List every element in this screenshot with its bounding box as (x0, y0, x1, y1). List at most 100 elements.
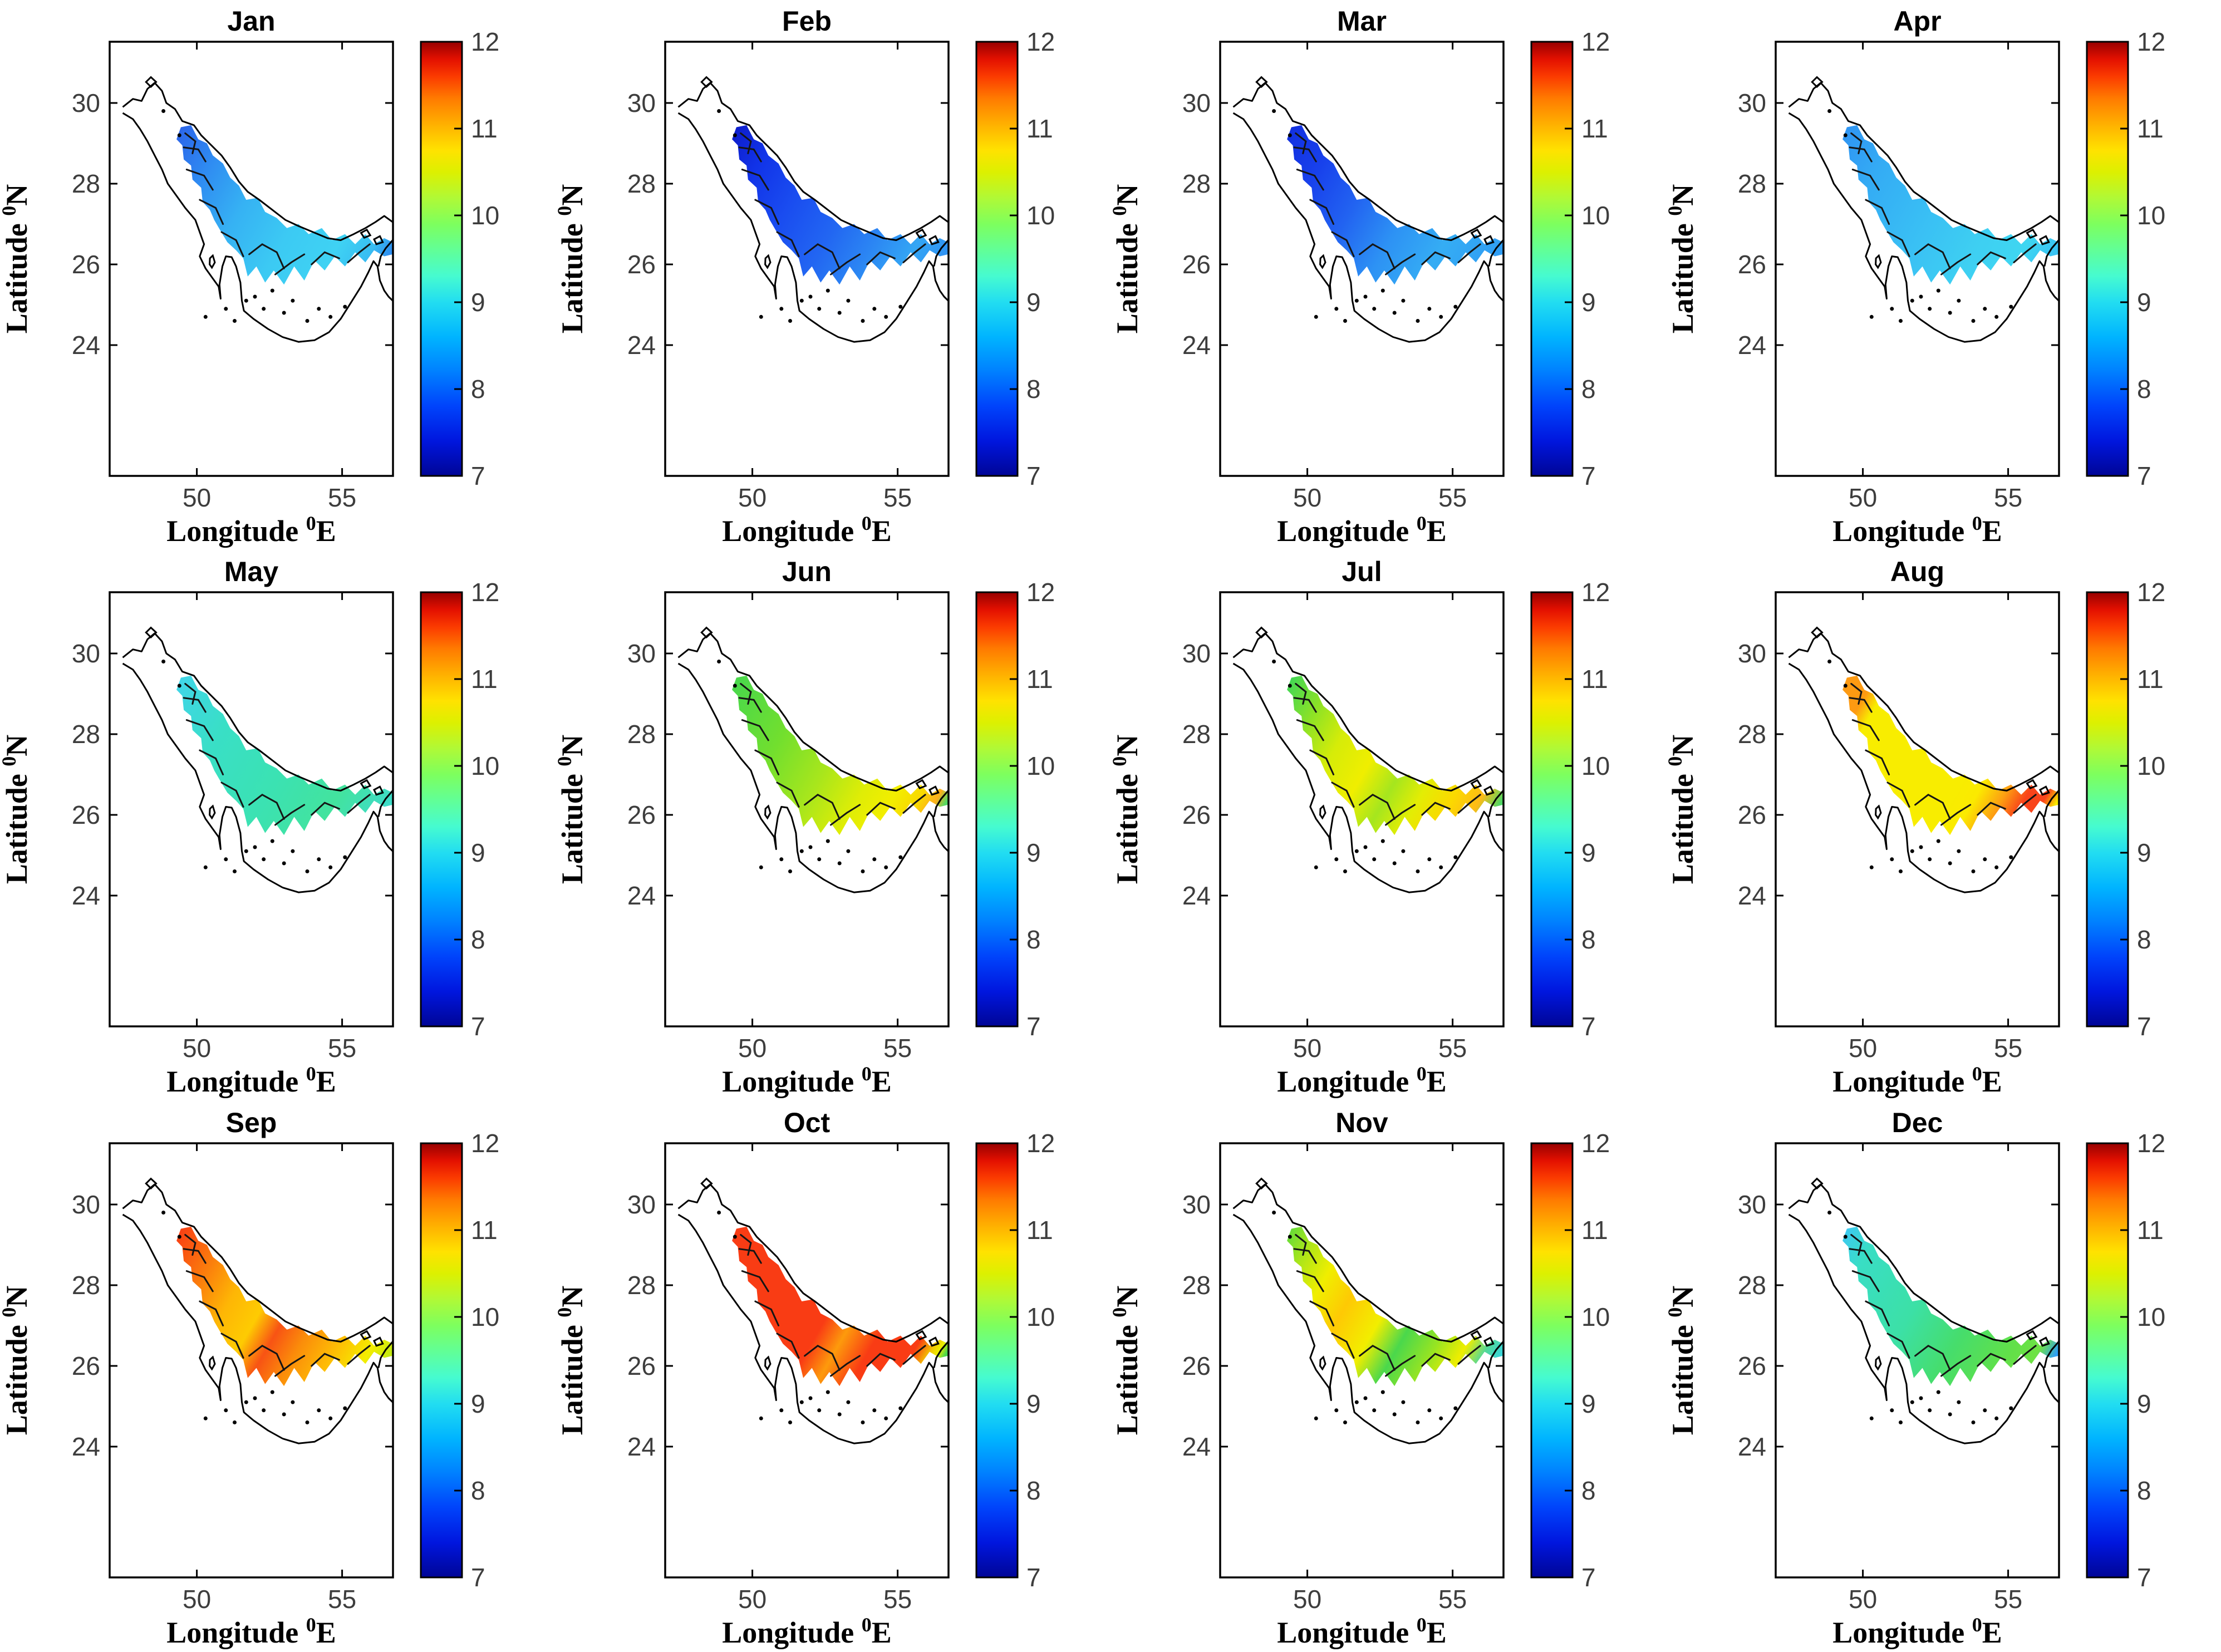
island-shape (1319, 804, 1326, 820)
lat-tick-label: 28 (72, 1271, 100, 1300)
island-dot (1314, 314, 1318, 319)
island-dot (1354, 298, 1359, 303)
island-shape (1319, 254, 1326, 269)
coastline-north (677, 1183, 949, 1343)
contour-line (248, 1344, 285, 1371)
island-dot (872, 857, 876, 862)
lat-tick-label: 24 (1737, 881, 1766, 910)
colorbar-tick-label: 10 (2137, 201, 2165, 230)
coastline-north (677, 82, 949, 241)
lat-tick-label: 26 (1737, 250, 1766, 279)
colorbar-frame (1530, 41, 1574, 477)
coastline-south (1232, 663, 1503, 894)
panel-title: Apr (1893, 6, 1941, 37)
island-dot (270, 839, 274, 843)
island-shape (2025, 779, 2037, 790)
contour-line (1331, 231, 1355, 257)
coastline-hormuz (932, 790, 949, 818)
contour-line (1849, 697, 1873, 713)
contour-line (220, 231, 244, 257)
island-dot (1982, 307, 1987, 311)
lat-tick-label: 24 (1737, 331, 1766, 360)
island-dot (898, 304, 902, 309)
panel-title: Jan (227, 6, 275, 37)
colorbar-tick-label: 12 (2137, 1129, 2165, 1158)
contour-line (738, 1247, 762, 1264)
island-dot (224, 857, 228, 862)
coastline-north (1788, 632, 2059, 792)
lon-tick-label: 50 (1293, 483, 1321, 512)
island-shape (928, 235, 940, 245)
island-dot (1380, 839, 1385, 843)
island-dot (1889, 857, 1894, 862)
lat-tick-label: 28 (72, 169, 100, 198)
map-frame (109, 41, 394, 477)
lat-tick-label: 26 (1737, 800, 1766, 829)
colorbar-tick-label: 8 (2137, 925, 2151, 954)
island-shape (145, 1177, 158, 1189)
contour-line (1457, 243, 1481, 263)
island-dot (898, 855, 902, 859)
coastline-south (1232, 1213, 1503, 1444)
contour-line (1385, 804, 1416, 826)
colorbar-tick-label: 8 (1026, 375, 1041, 404)
island-dot (317, 1408, 321, 1412)
island-dot (1392, 861, 1397, 866)
lon-tick-label: 50 (738, 1034, 766, 1063)
coastline-north (677, 632, 949, 792)
island-dot (1910, 1400, 1914, 1404)
contour-line (311, 251, 340, 266)
island-dot (883, 314, 888, 319)
lon-axis-label: Longitude 0E (722, 512, 892, 548)
island-dot (270, 288, 274, 293)
contour-line (866, 251, 896, 266)
lat-tick-label: 26 (72, 800, 100, 829)
colorbar-frame (975, 591, 1018, 1027)
island-dot (817, 857, 821, 862)
lon-tick-label: 50 (183, 1034, 211, 1063)
lon-axis-label: Longitude 0E (722, 1614, 892, 1649)
island-shape (1255, 76, 1268, 88)
contour-line (347, 1344, 371, 1365)
lat-axis-label: Latitude 0N (556, 1285, 589, 1435)
island-dot (1288, 133, 1292, 137)
colorbar-tick-label: 7 (1026, 1563, 1041, 1592)
contour-line (1940, 804, 1971, 826)
contour-line (1421, 1353, 1451, 1367)
colorbar-frame (975, 1142, 1018, 1579)
contour-line (248, 243, 285, 269)
island-dot (224, 307, 228, 311)
lon-tick-label: 55 (883, 1034, 912, 1063)
lon-tick-label: 50 (183, 483, 211, 512)
colorbar-tick-label: 8 (2137, 1476, 2151, 1505)
panel-title: Dec (1891, 1107, 1943, 1138)
contour-line (2013, 243, 2037, 263)
contour-line (1976, 251, 2006, 266)
island-dot (779, 857, 783, 862)
island-dot (282, 311, 286, 315)
contour-line (347, 243, 371, 263)
lat-axis-label: Latitude 0N (1666, 1285, 1699, 1435)
lon-axis-label: Longitude 0E (1832, 1063, 2002, 1098)
colorbar-tick-label: 7 (2137, 1012, 2151, 1041)
contour-line (1940, 1355, 1971, 1377)
lat-tick-label: 30 (72, 1190, 100, 1219)
map-area (1788, 626, 2059, 894)
island-dot (1372, 307, 1377, 311)
island-dot (244, 849, 248, 854)
island-dot (1392, 1412, 1397, 1417)
island-shape (373, 785, 384, 796)
island-dot (846, 298, 850, 303)
lat-tick-label: 30 (1182, 639, 1211, 668)
lat-tick-label: 30 (1182, 1190, 1211, 1219)
colorbar-tick-label: 11 (1581, 114, 1608, 143)
